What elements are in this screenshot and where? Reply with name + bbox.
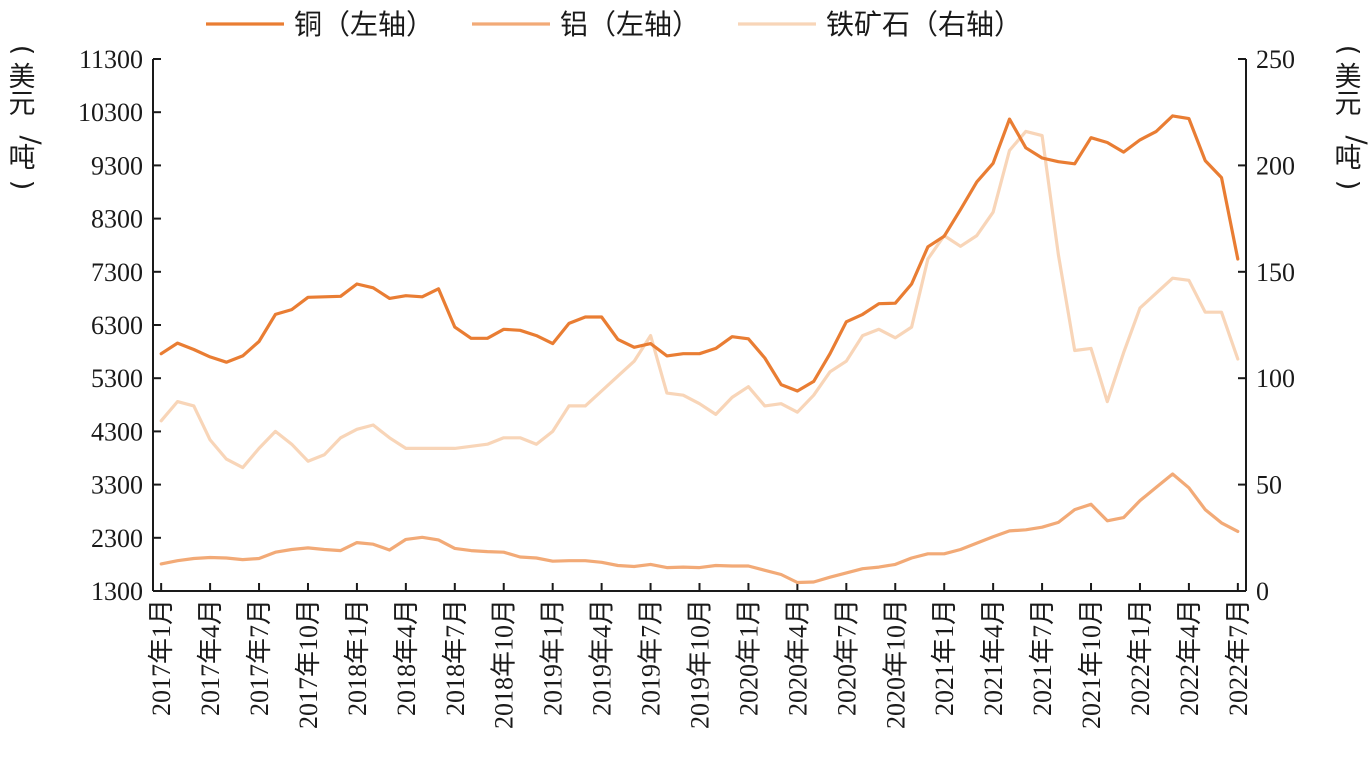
x-tick-label: 2021年1月 [930,599,959,716]
series-line-2 [159,129,1240,470]
left-tick-label: 4300 [91,417,143,446]
x-tick-label: 2020年7月 [832,599,861,716]
x-tick-label: 2019年4月 [588,599,617,716]
right-tick-label: 200 [1256,151,1295,180]
right-tick-label: 250 [1256,45,1295,74]
x-tick-label: 2021年10月 [1077,599,1106,729]
axis-title-char: 美 [1335,62,1362,93]
x-tick-label: 2022年4月 [1175,599,1204,716]
series-layer [159,114,1240,585]
x-tick-label: 2021年4月 [979,599,1008,716]
x-tick-label: 2021年7月 [1028,599,1057,716]
chart-legend: 铜（左轴） 铝（左轴） 铁矿石（右轴） [206,8,1022,41]
left-tick-label: 3300 [91,471,143,500]
legend-label-0: 铜（左轴） [294,8,434,41]
x-tick-label: 2020年1月 [734,599,763,716]
left-tick-label: 7300 [91,258,143,287]
x-tick-label: 2017年10月 [294,599,323,729]
axis-title-char: 美 [9,62,36,93]
axis-title-char: 吨 [9,143,36,174]
x-tick-label: 2017年7月 [245,599,274,716]
axis-title-char: ( [7,45,38,56]
axis-title-char: ) [1333,180,1364,191]
left-tick-label: 1300 [91,577,143,606]
left-tick-label: 8300 [91,205,143,234]
axis-title-char: / [1341,135,1371,145]
right-tick-label: 0 [1256,577,1269,606]
axis-title-char: ) [7,180,38,191]
x-tick-label: 2022年1月 [1126,599,1155,716]
x-tick-label: 2017年4月 [196,599,225,716]
x-tick-label: 2018年4月 [392,599,421,716]
left-tick-label: 10300 [78,98,143,127]
left-tick-label: 11300 [79,45,143,74]
x-tick-label: 2022年7月 [1224,599,1253,716]
left-tick-label: 9300 [91,151,143,180]
axis-title-char: 元 [9,89,36,120]
axis-title-char: / [15,135,46,145]
x-tick-label: 2019年7月 [637,599,666,716]
right-tick-label: 150 [1256,258,1295,287]
x-tick-label: 2018年10月 [490,599,519,729]
left-tick-label: 5300 [91,364,143,393]
left-axis-title: ( 美元 /吨) [7,45,47,191]
x-tick-label: 2018年7月 [441,599,470,716]
left-tick-label: 2300 [91,524,143,553]
chart-axes: 1300 2300 3300 4300 5300 6300 7300 8300 9300 1030… [78,45,1295,729]
right-tick-label: 50 [1256,471,1282,500]
x-tick-label: 2019年1月 [539,599,568,716]
series-line-1 [159,472,1240,585]
x-tick-label: 2018年1月 [343,599,372,716]
axis-title-char: 吨 [1335,143,1362,174]
legend-label-2: 铁矿石（右轴） [826,8,1022,41]
x-tick-label: 2019年10月 [686,599,715,729]
right-axis-title: ( 美元 /吨) [1333,45,1371,191]
series-line-0 [159,114,1240,393]
x-tick-label: 2017年1月 [147,599,176,716]
axis-title-char: ( [1333,45,1364,56]
left-tick-label: 6300 [91,311,143,340]
legend-label-1: 铝（左轴） [560,8,700,41]
right-tick-label: 100 [1256,364,1295,393]
x-tick-label: 2020年10月 [881,599,910,729]
x-tick-label: 2020年4月 [783,599,812,716]
axis-title-char: 元 [1335,89,1362,120]
